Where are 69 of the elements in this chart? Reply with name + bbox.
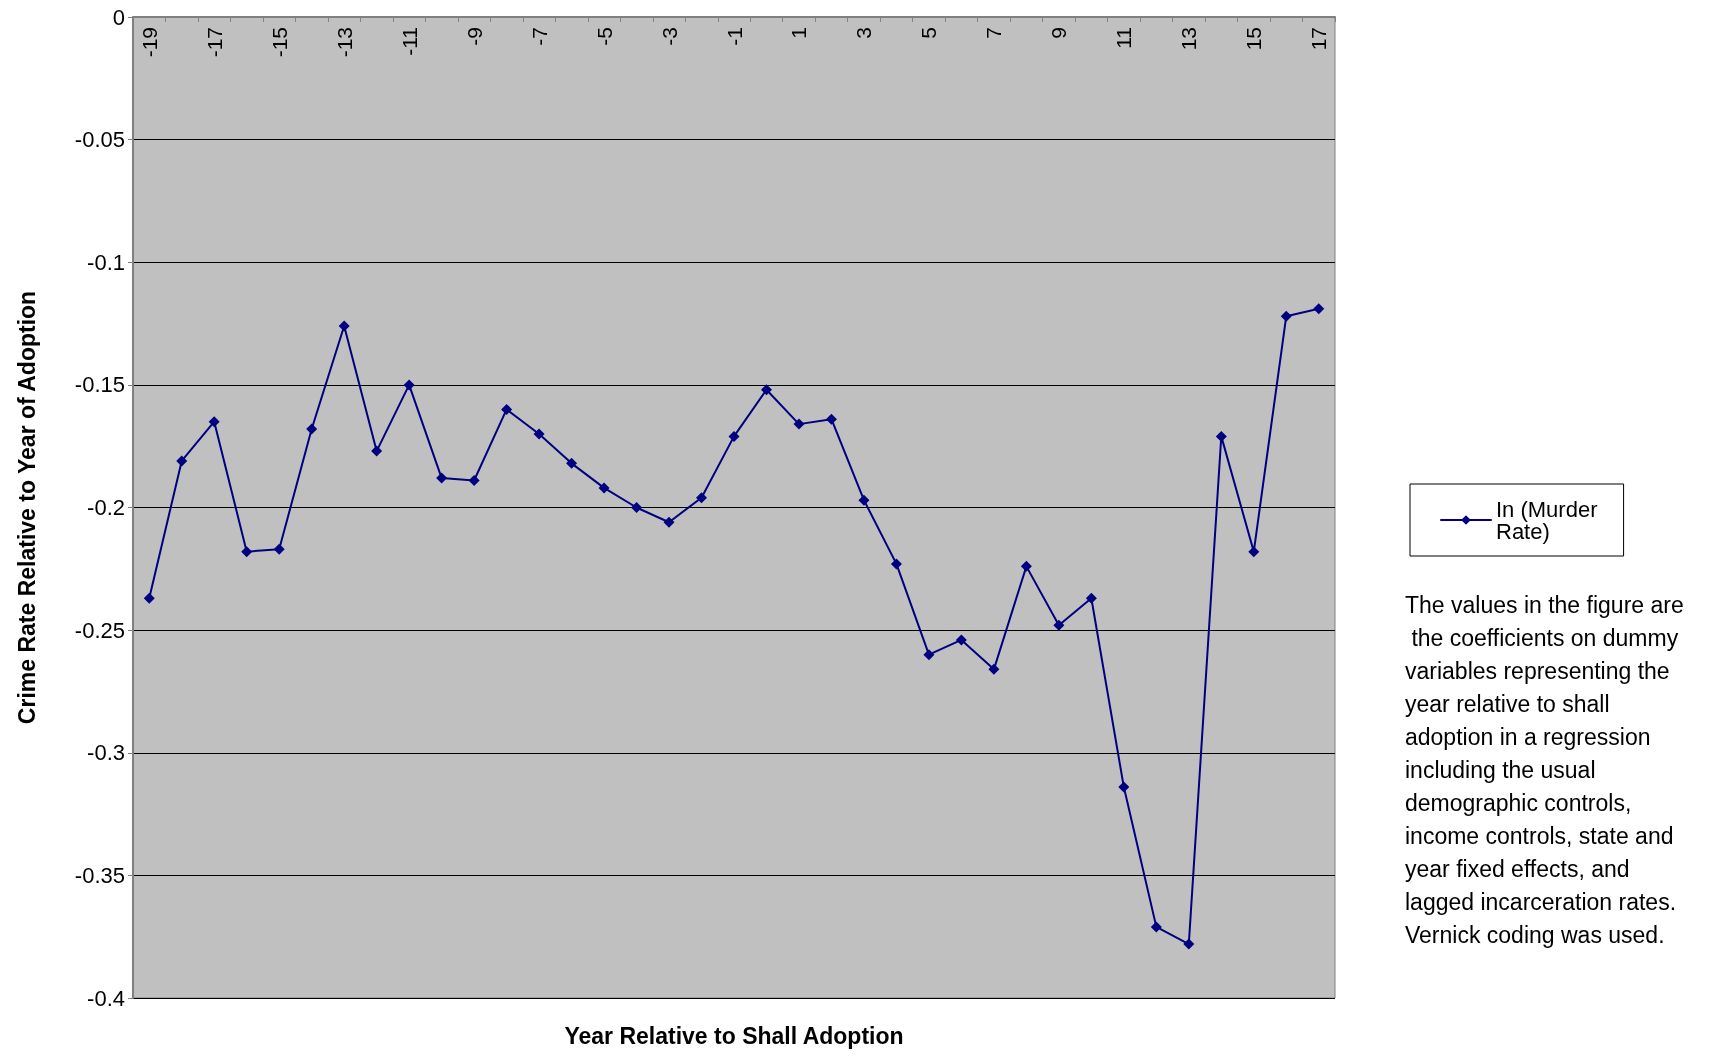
point: [1150, 921, 1162, 933]
point: [241, 546, 253, 558]
x-tick-label: 11: [1112, 27, 1136, 49]
x-tick-label: -1: [722, 27, 746, 46]
point: [631, 502, 643, 513]
point: [501, 403, 513, 415]
point: [566, 457, 578, 469]
point: [468, 475, 480, 487]
x-tick-label: -15: [267, 27, 291, 58]
point: [923, 649, 935, 661]
y-tick-label: -0.1: [87, 249, 125, 275]
point: [1020, 560, 1032, 572]
y-tick-label: -0.4: [87, 985, 125, 1011]
point: [1118, 781, 1130, 793]
point: [955, 634, 967, 646]
point: [825, 413, 837, 425]
y-tick-label: -0.2: [87, 495, 125, 520]
y-tick-label: -0.35: [74, 862, 125, 888]
point: [1183, 938, 1195, 950]
point: [1280, 310, 1292, 322]
x-tick-label: -11: [397, 27, 421, 56]
x-tick-label: 15: [1242, 27, 1266, 51]
point: [696, 492, 708, 504]
x-tick-label: 1: [787, 27, 811, 39]
point: [760, 384, 772, 396]
point: [988, 663, 1000, 675]
point: [1313, 303, 1325, 315]
point: [1215, 430, 1227, 442]
x-tick-label: -19: [137, 27, 161, 58]
text: The values in the figure are the coefficients on dummy variables representing the year relative to shall adoption in a regression including the usual demographic controls, income controls, state and year fixed effects, and lagged incarceration rates. Vernick coding was used.: [1405, 591, 1684, 948]
point: [793, 418, 805, 430]
point: [208, 416, 220, 428]
point: [533, 428, 545, 440]
x-tick-label: 5: [917, 27, 941, 39]
x-axis-title: Year Relative to Shall Adoption: [564, 1022, 904, 1049]
y-tick-label: -0.3: [87, 740, 125, 766]
point: [1053, 619, 1065, 631]
point: [273, 543, 285, 555]
x-tick-label: 17: [1307, 27, 1331, 51]
point: [403, 379, 415, 391]
x-tick-label: -13: [332, 27, 356, 58]
point: [858, 494, 870, 506]
y-tick-label: -0.15: [74, 372, 125, 398]
point: [143, 592, 155, 604]
x-tick-label: -17: [202, 27, 226, 58]
point: [338, 320, 350, 332]
x-tick-label: -5: [592, 27, 616, 46]
x-tick-label: 7: [982, 27, 1006, 39]
y-axis-title: Crime Rate Relative to Year of Adoption: [13, 290, 40, 725]
point: [1248, 546, 1260, 558]
x-tick-label: 13: [1177, 27, 1201, 51]
x-tick-label: 3: [852, 27, 876, 39]
point: [306, 423, 318, 435]
y-tick-label: -0.05: [74, 127, 125, 153]
point: [598, 482, 610, 494]
x-tick-label: -3: [657, 27, 681, 46]
point: [728, 430, 740, 442]
legend-label: In (Murder Rate): [1496, 496, 1604, 544]
point: [176, 455, 188, 467]
y-tick-label: 0: [112, 4, 125, 30]
x-tick-label: 9: [1047, 27, 1071, 39]
y-tick-label: -0.25: [74, 617, 125, 643]
x-tick-label: -9: [462, 27, 486, 46]
x-tick-label: -7: [527, 27, 551, 46]
point: [663, 516, 675, 528]
point: [1085, 592, 1097, 604]
point: [890, 558, 902, 570]
point: [436, 472, 448, 484]
point: [371, 445, 383, 457]
